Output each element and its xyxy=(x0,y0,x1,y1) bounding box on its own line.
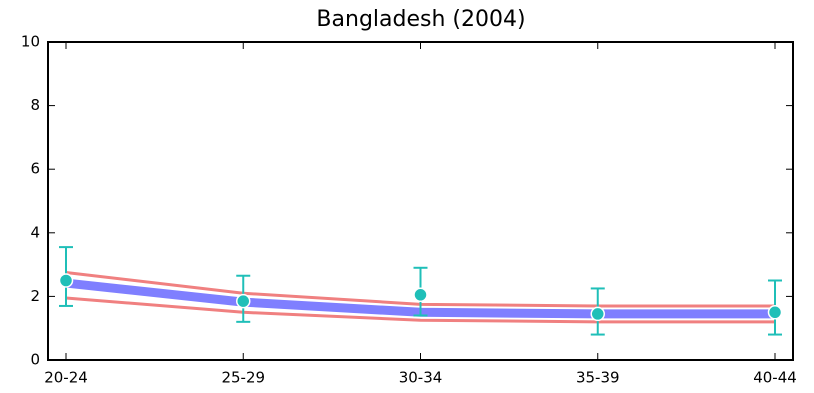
point xyxy=(413,287,428,303)
y-tick-label: 2 xyxy=(30,287,40,305)
plot-frame xyxy=(47,41,794,361)
point xyxy=(236,293,251,309)
line xyxy=(65,296,775,324)
y-tick-label: 8 xyxy=(30,96,40,114)
x-tick-label: 30-34 xyxy=(399,369,443,387)
chart-title: Bangladesh (2004) xyxy=(316,7,525,32)
x-tick-label: 25-29 xyxy=(221,369,265,387)
y-tick-label: 6 xyxy=(30,160,40,178)
y-tick-label: 0 xyxy=(30,351,40,369)
y-tick-label: 4 xyxy=(30,223,40,241)
x-tick-label: 20-24 xyxy=(44,369,88,387)
point xyxy=(767,305,783,320)
x-tick-label: 35-39 xyxy=(576,369,620,387)
y-tick-label: 10 xyxy=(21,33,40,51)
point xyxy=(58,273,74,288)
point xyxy=(590,306,605,322)
x-tick-label: 40-44 xyxy=(753,369,797,387)
